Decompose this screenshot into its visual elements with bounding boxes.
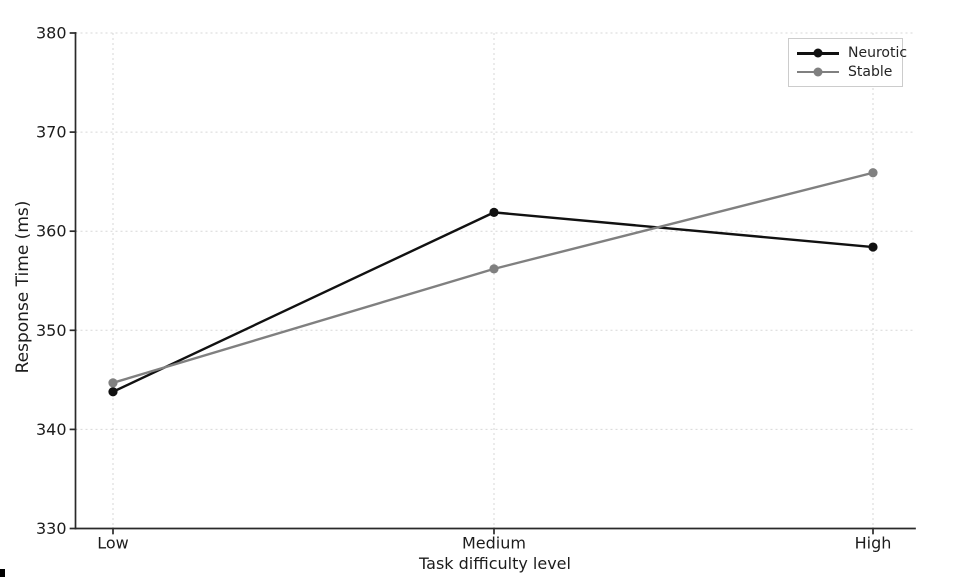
x-axis-label: Task difficulty level — [419, 554, 571, 573]
x-tick-label: Medium — [462, 534, 526, 553]
series-line-stable — [112, 171, 874, 384]
legend: Neurotic Stable — [788, 38, 907, 87]
data-point-stable — [108, 378, 118, 388]
series-line-neurotic — [112, 211, 874, 393]
y-tick-label: 350 — [36, 321, 67, 340]
data-point-neurotic — [108, 387, 118, 397]
y-tick-label: 370 — [36, 123, 67, 142]
y-tick-label: 340 — [36, 420, 67, 439]
legend-label-stable: Stable — [848, 63, 893, 80]
legend-line-marker-icon — [797, 48, 839, 59]
legend-label-neurotic: Neurotic — [848, 45, 908, 62]
data-point-neurotic — [489, 207, 499, 217]
x-tick-label: High — [855, 534, 892, 553]
legend-entry-stable: Stable — [797, 63, 894, 82]
y-tick-label: 380 — [36, 24, 67, 43]
y-tick-label: 330 — [36, 519, 67, 538]
stray-mark — [0, 569, 5, 577]
y-tick-label: 360 — [36, 222, 67, 241]
data-point-neurotic — [868, 242, 878, 252]
y-axis-label: Response Time (ms) — [13, 200, 33, 374]
data-point-stable — [868, 168, 878, 178]
data-point-stable — [489, 264, 499, 274]
legend-entry-neurotic: Neurotic — [797, 44, 907, 63]
legend-line-marker-icon — [797, 66, 839, 77]
x-tick-label: Low — [97, 534, 129, 553]
